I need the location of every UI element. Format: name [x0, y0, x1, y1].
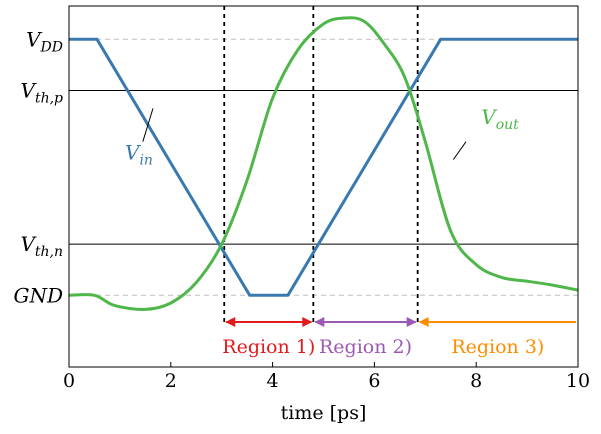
series-in-line	[69, 37, 578, 297]
y-tick-label-3-main: GND	[13, 283, 63, 307]
x-tick-label-1: 2	[165, 370, 177, 392]
region-arrowhead-left-3	[418, 317, 429, 327]
region-label-2: Region 2)	[319, 336, 412, 358]
curve-label-in-sub: in	[139, 153, 153, 169]
y-tick-label-0-sub: DD	[40, 39, 63, 55]
curve-label-out-sub: out	[496, 117, 519, 133]
x-tick-label-5: 10	[566, 370, 590, 392]
plot-frame	[68, 5, 579, 368]
curve-label-out: Vout	[481, 105, 519, 133]
x-tick-label-2: 4	[267, 370, 279, 392]
region-arrowhead-right-2	[406, 317, 417, 327]
region-arrowhead-left-1	[225, 317, 236, 327]
region-boundary-markers	[223, 6, 419, 326]
y-tick-label-1-sub: th,p	[35, 90, 63, 106]
curve-label-out-main: V	[481, 105, 498, 129]
y-tick-label-0: VDD	[26, 27, 63, 55]
region-annotations: Region 1) Region 2) Region 3)	[222, 317, 576, 358]
x-tick-label-3: 6	[368, 370, 380, 392]
series-out-line	[69, 16, 578, 311]
y-tick-label-2: Vth,n	[20, 232, 63, 260]
y-tick-label-2-main: V	[20, 232, 37, 256]
y-tick-label-3: GND	[13, 283, 63, 307]
leader-line-in	[142, 108, 154, 142]
signal-curves	[69, 16, 578, 311]
curve-label-in: Vin	[125, 141, 153, 169]
region-label-1: Region 1)	[222, 336, 315, 358]
region-arrowhead-left-2	[314, 317, 325, 327]
curve-label-in-main: V	[125, 141, 142, 165]
leader-line-out	[452, 141, 467, 160]
y-tick-label-1-main: V	[20, 78, 37, 102]
x-tick-label-0: 0	[63, 370, 75, 392]
x-tick-label-4: 8	[470, 370, 482, 392]
y-tick-label-0-main: V	[26, 27, 43, 51]
region-arrowhead-right-1	[302, 317, 313, 327]
x-axis-label: time [ps]	[281, 402, 367, 424]
y-tick-label-2-sub: th,n	[35, 244, 63, 260]
region-label-3: Region 3)	[451, 336, 544, 358]
y-tick-label-1: Vth,p	[20, 78, 63, 106]
